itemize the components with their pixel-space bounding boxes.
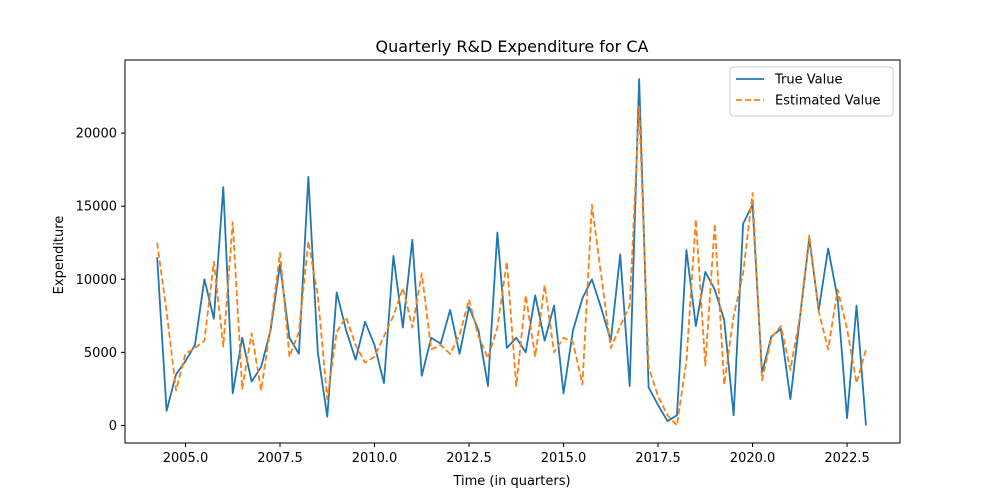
x-tick-label: 2020.0 [730, 451, 776, 466]
legend-entry: Estimated Value [775, 94, 881, 109]
series-line-estimated-value [156, 105, 867, 427]
y-tick-label: 20000 [76, 127, 117, 142]
y-axis: 0 5000 10000 15000 20000 [76, 127, 125, 434]
x-tick-label: 2017.5 [635, 451, 681, 466]
x-tick-label: 2010.0 [352, 451, 398, 466]
x-tick-label: 2012.5 [446, 451, 492, 466]
chart-title: Quarterly R&D Expenditure for CA [376, 37, 649, 56]
x-tick-label: 2007.5 [257, 451, 303, 466]
y-tick-label: 0 [109, 419, 117, 434]
legend-box [729, 66, 894, 117]
y-axis-label: Expenditure [52, 216, 67, 295]
x-axis: 2005.0 2007.5 2010.0 2012.5 2015.0 2017.5 2020… [163, 443, 870, 466]
x-tick-label: 2005.0 [163, 451, 209, 466]
y-tick-label: 5000 [84, 346, 117, 361]
x-tick-label: 2015.0 [541, 451, 587, 466]
series-line-true-value [156, 78, 867, 426]
y-tick-label: 10000 [76, 273, 117, 288]
x-axis-label: Time (in quarters) [452, 474, 570, 489]
plot-frame [124, 59, 901, 444]
plot-area [156, 78, 867, 427]
x-tick-label: 2022.5 [824, 451, 870, 466]
y-tick-label: 15000 [76, 200, 117, 215]
legend: True Value Estimated Value [729, 66, 894, 117]
legend-entry: True Value [774, 73, 842, 88]
